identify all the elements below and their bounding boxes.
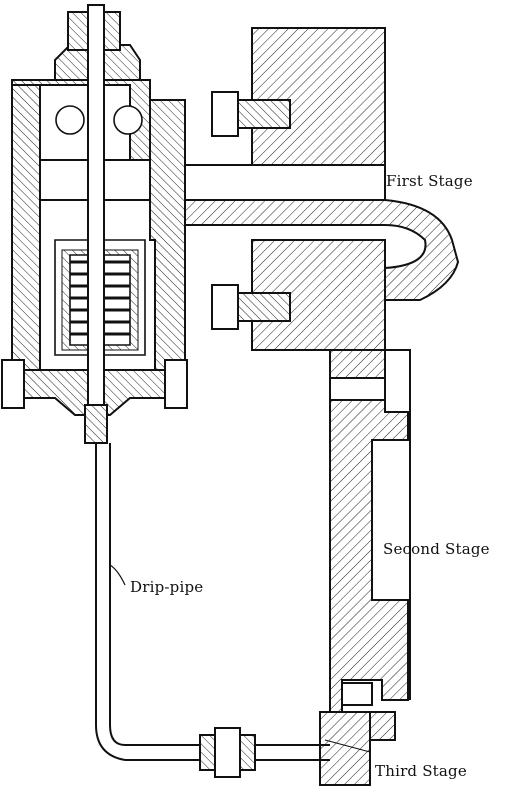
bolt bbox=[211, 91, 291, 330]
third-stage-label: Third Stage bbox=[375, 762, 467, 780]
first-stage-label: First Stage bbox=[386, 172, 473, 190]
drip-pipe bbox=[95, 443, 330, 778]
second-stage-label: Second Stage bbox=[383, 540, 490, 558]
leader-lines bbox=[324, 739, 371, 753]
valve-stem bbox=[84, 4, 108, 444]
drip-pipe-label: Drip-pipe bbox=[130, 578, 204, 596]
